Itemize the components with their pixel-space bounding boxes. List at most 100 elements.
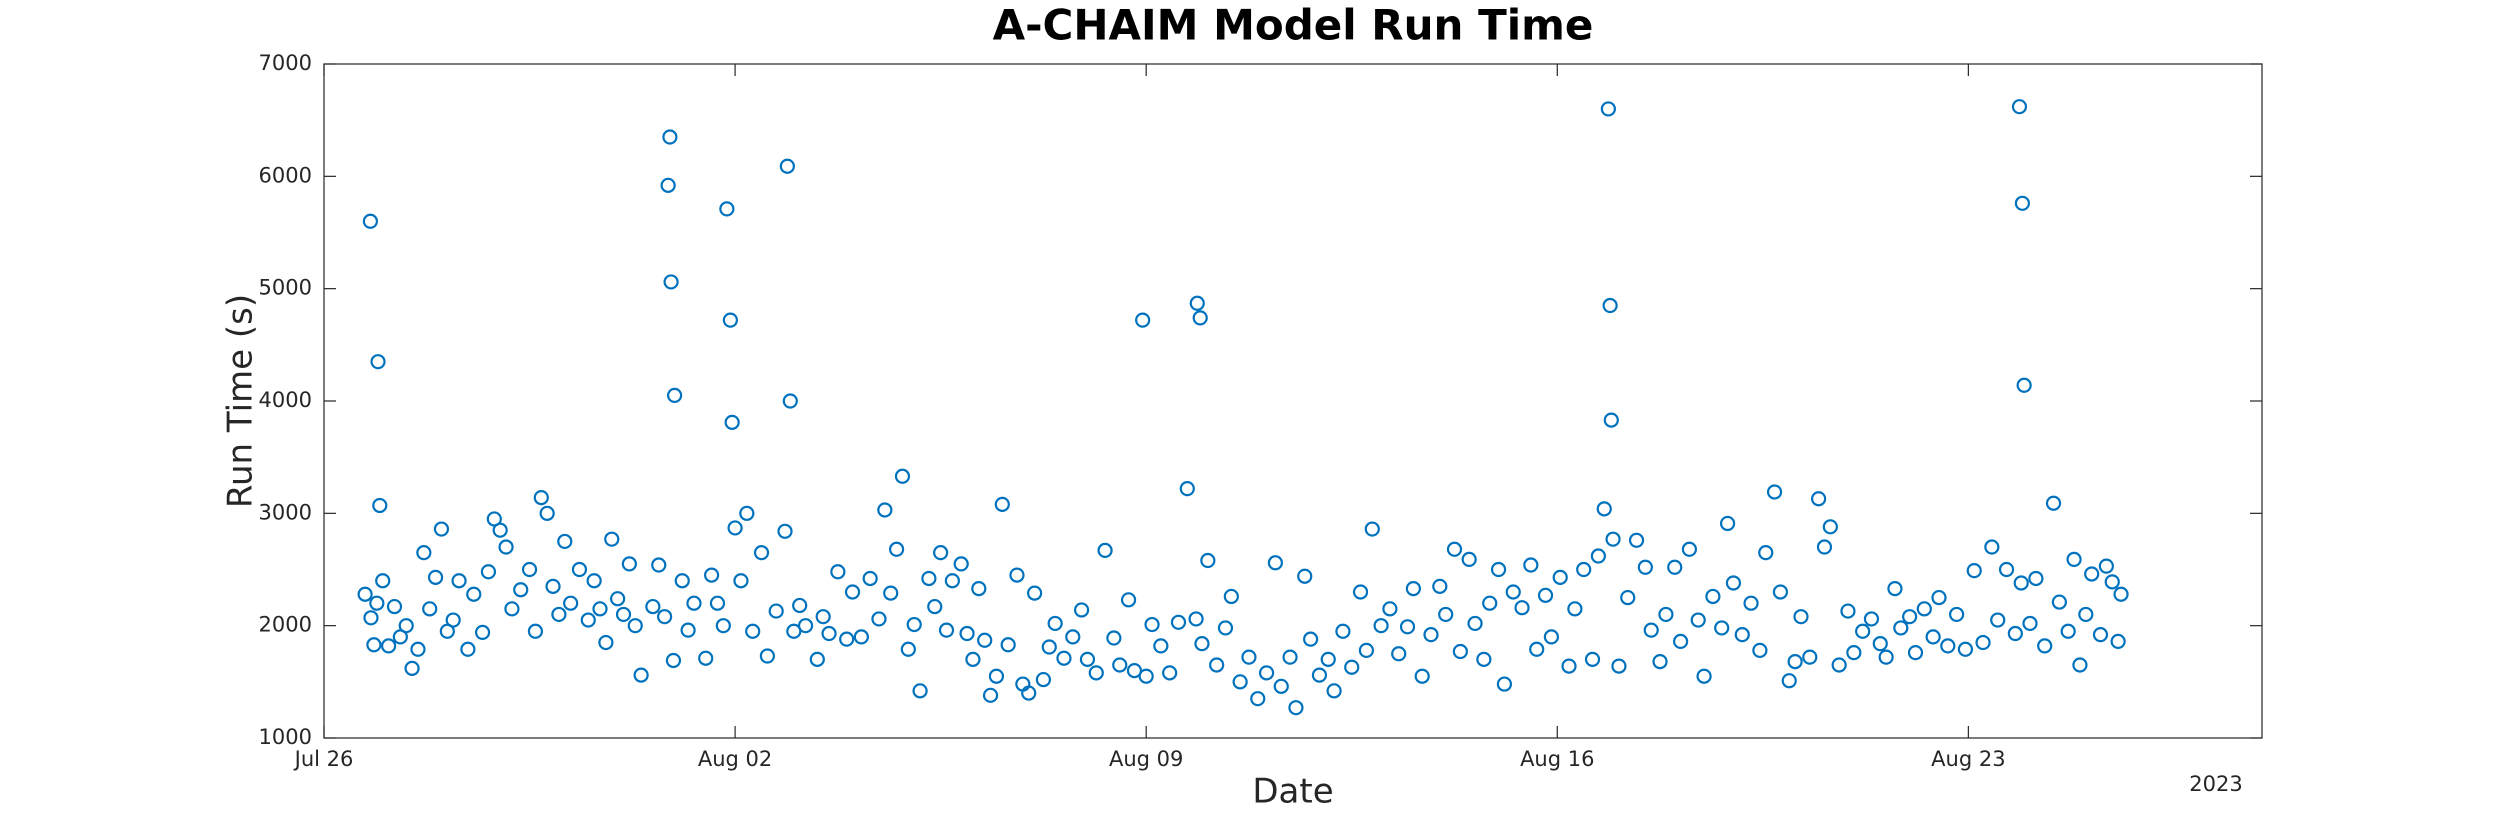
data-point (665, 652, 682, 669)
data-point (1916, 601, 1932, 617)
data-point (645, 598, 661, 615)
data-point (844, 584, 861, 600)
data-point (551, 606, 567, 623)
data-point (1496, 676, 1513, 692)
data-point (1975, 634, 1991, 651)
data-point (1887, 580, 1903, 597)
data-point (877, 502, 893, 518)
data-point (1162, 665, 1178, 681)
x-tick-label: Aug 09 (1109, 747, 1183, 771)
data-point (651, 557, 667, 573)
data-point (2098, 558, 2114, 574)
data-point (1241, 649, 1257, 665)
data-point (474, 624, 491, 641)
data-point (853, 629, 869, 645)
data-point (1258, 665, 1275, 681)
data-point (422, 601, 438, 617)
data-point (571, 561, 588, 578)
data-point (1144, 616, 1160, 633)
data-point (410, 641, 426, 657)
data-point (839, 631, 855, 647)
data-point (386, 598, 403, 615)
data-point (1194, 636, 1210, 652)
y-tick-label: 6000 (259, 163, 312, 187)
data-point (1320, 651, 1336, 667)
data-point (768, 603, 784, 619)
chart-title: A-CHAIM Model Run Time (993, 1, 1594, 50)
data-point (1690, 612, 1706, 628)
data-point (994, 496, 1010, 512)
data-point (1273, 678, 1289, 694)
data-point (727, 520, 743, 536)
data-point (1878, 649, 1894, 665)
data-point (912, 683, 928, 699)
data-point (906, 616, 922, 633)
data-point (1966, 563, 1982, 579)
data-point (1382, 601, 1398, 617)
data-point (1561, 658, 1577, 674)
data-point (782, 393, 798, 409)
data-point (1106, 630, 1122, 646)
data-point (1432, 578, 1448, 594)
data-point (362, 213, 378, 229)
data-point (1170, 614, 1187, 630)
data-point (1719, 515, 1736, 532)
data-point (427, 569, 444, 585)
data-point (580, 612, 596, 628)
data-point (667, 387, 683, 403)
data-point (1529, 641, 1545, 657)
data-point (363, 610, 379, 626)
data-point (372, 497, 388, 514)
data-point (2045, 495, 2062, 511)
data-point (1925, 629, 1941, 645)
data-point (1514, 600, 1530, 616)
data-point (375, 573, 391, 589)
data-point (1984, 539, 2000, 555)
data-point (1138, 668, 1154, 684)
data-point (2007, 625, 2023, 642)
data-point (1658, 606, 1674, 623)
x-year-label: 2023 (2189, 772, 2242, 796)
data-point (1088, 665, 1104, 681)
data-point (894, 468, 911, 484)
data-point (1000, 637, 1016, 653)
data-point (466, 586, 482, 602)
data-point (933, 545, 949, 561)
data-point (1758, 545, 1774, 561)
data-point (862, 570, 878, 587)
data-point (797, 618, 814, 634)
data-point (1949, 606, 1965, 623)
data-point (1714, 620, 1730, 636)
data-point (1637, 559, 1653, 575)
data-point (1781, 673, 1797, 689)
data-point (660, 177, 676, 193)
data-point (1705, 588, 1721, 605)
data-point (2022, 615, 2038, 632)
data-point (815, 609, 831, 625)
data-point (498, 539, 514, 555)
data-point (883, 585, 899, 601)
data-point (1009, 567, 1025, 583)
data-point (1126, 662, 1143, 679)
data-point (1056, 650, 1072, 666)
data-point (1467, 615, 1483, 632)
data-point (680, 622, 696, 638)
data-point (416, 545, 432, 561)
data-point (809, 651, 825, 667)
data-point (1035, 671, 1052, 688)
data-point (1537, 587, 1554, 603)
data-point (398, 618, 414, 634)
data-point (1696, 668, 1712, 684)
data-point (621, 556, 637, 572)
data-point (724, 414, 740, 430)
data-point (1605, 531, 1621, 547)
data-point (663, 274, 679, 290)
data-point (1217, 620, 1234, 636)
data-point (1672, 633, 1689, 649)
data-point (2011, 99, 2028, 115)
data-point (1766, 484, 1783, 500)
data-point (521, 561, 538, 578)
data-point (1021, 685, 1037, 701)
data-point (1303, 631, 1319, 647)
data-point (777, 523, 793, 539)
